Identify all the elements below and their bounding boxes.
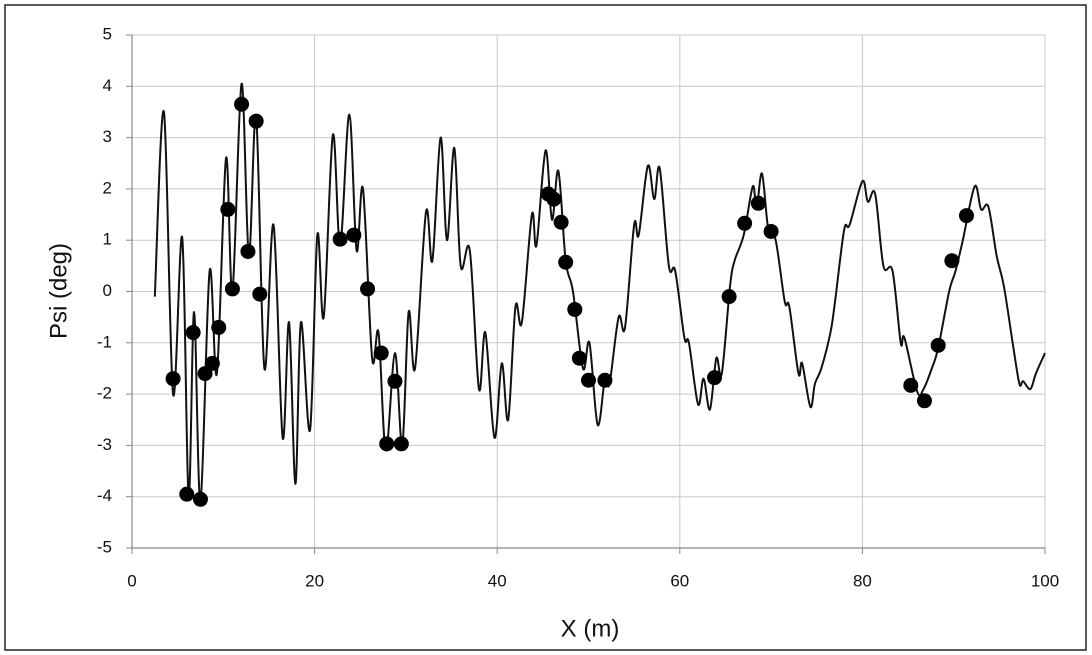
- y-tick-label: 1: [103, 230, 112, 249]
- y-tick-label: -3: [97, 435, 112, 454]
- x-tick-label: 40: [488, 571, 507, 590]
- point: [211, 319, 227, 335]
- point: [916, 393, 932, 409]
- y-tick-label: -2: [97, 384, 112, 403]
- y-tick-label: 2: [103, 178, 112, 197]
- point: [597, 372, 613, 388]
- point: [204, 355, 220, 371]
- point: [944, 253, 960, 269]
- point: [706, 370, 722, 386]
- point: [930, 337, 946, 353]
- point: [240, 243, 256, 259]
- x-axis-label: X (m): [561, 615, 620, 642]
- point: [721, 289, 737, 305]
- point: [224, 281, 240, 297]
- point: [185, 325, 201, 341]
- y-tick-label: 3: [103, 127, 112, 146]
- point: [373, 345, 389, 361]
- line: [153, 82, 1046, 503]
- point: [220, 201, 236, 217]
- point: [346, 227, 362, 243]
- point: [553, 214, 569, 230]
- point: [387, 373, 403, 389]
- point: [360, 281, 376, 297]
- frame: [4, 4, 1087, 651]
- x-tick-label: 80: [853, 571, 872, 590]
- point: [332, 231, 348, 247]
- point: [958, 208, 974, 224]
- point: [763, 223, 779, 239]
- point: [558, 254, 574, 270]
- y-tick-label: -5: [97, 537, 112, 556]
- point: [234, 96, 250, 112]
- point: [581, 372, 596, 388]
- point: [737, 215, 753, 231]
- x-tick-label: 100: [1031, 571, 1059, 590]
- point: [546, 191, 562, 207]
- point: [179, 486, 195, 502]
- point: [192, 491, 208, 507]
- y-tick-label: 5: [103, 24, 112, 43]
- y-tick-label: -4: [97, 486, 112, 505]
- y-tick-label: 0: [103, 281, 112, 300]
- y-tick-label: 4: [103, 76, 112, 95]
- point: [567, 301, 583, 317]
- point: [393, 436, 409, 452]
- y-axis-label: Psi (deg): [45, 243, 72, 339]
- point: [750, 195, 766, 211]
- x-tick-label: 20: [305, 571, 324, 590]
- x-tick-label: 0: [127, 571, 136, 590]
- point: [379, 436, 395, 452]
- point: [252, 286, 268, 302]
- y-tick-label: -1: [97, 332, 112, 351]
- x-tick-label: 60: [670, 571, 689, 590]
- point: [903, 377, 919, 393]
- point: [248, 113, 264, 129]
- point: [165, 371, 181, 387]
- point: [571, 350, 587, 366]
